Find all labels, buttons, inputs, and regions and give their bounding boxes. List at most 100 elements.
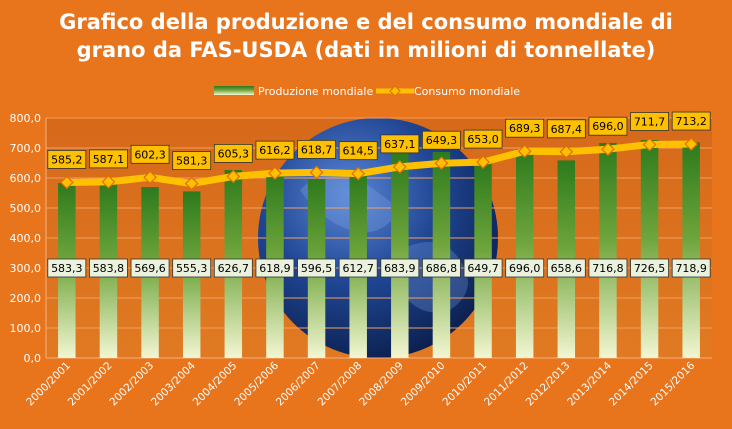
line-label-box (213, 144, 253, 163)
point-consumption (268, 166, 282, 180)
point-consumption (309, 165, 324, 180)
bar-production (599, 142, 617, 358)
line-label-box (89, 149, 128, 169)
line-data-label: 585,2 (51, 153, 83, 166)
y-tick-label: 200,0 (10, 292, 42, 305)
chart-title-line2: grano da FAS-USDA (dati in milioni di to… (76, 38, 656, 62)
line-data-label: 605,3 (218, 147, 250, 160)
line-data-label: 602,3 (134, 148, 166, 161)
bar-label-box (671, 258, 711, 278)
y-tick-label: 400,0 (10, 232, 42, 245)
point-consumption (642, 137, 657, 152)
bar-data-labels: 583,3 583,8 569,6 555,3 626,7 618,9 596,5 612,7… (47, 258, 711, 278)
bar-label-box (47, 258, 87, 278)
bar-label-box (463, 258, 503, 278)
y-tick-label: 700,0 (10, 142, 42, 155)
y-tick-label: 600,0 (10, 172, 42, 185)
line-label-box (422, 130, 461, 150)
bar-data-label: 569,6 (134, 262, 166, 275)
chart-title-line1: Grafico della produzione e del consumo m… (59, 10, 673, 34)
y-tick-label: 500,0 (10, 202, 42, 215)
bar-label-box (546, 258, 586, 278)
point-consumption (476, 155, 490, 169)
point-consumption (392, 160, 407, 174)
line-label-box (380, 134, 420, 154)
point-consumption (434, 156, 449, 171)
point-consumption (143, 170, 157, 185)
legend-label-consumption: Consumo mondiale (414, 85, 520, 98)
x-tick-label: 2015/2016 (649, 359, 698, 408)
consumption-line (63, 140, 695, 188)
legend-marker-consumption (389, 85, 401, 97)
bar-data-label: 555,3 (176, 262, 208, 275)
line-data-label: 618,7 (301, 143, 333, 156)
point-consumption (101, 175, 116, 189)
point-consumption (351, 166, 366, 181)
bar-data-label: 649,7 (467, 262, 499, 275)
line-label-box (463, 129, 503, 149)
line-data-label: 614,5 (342, 145, 374, 158)
line-data-label: 689,3 (509, 122, 541, 135)
bar-data-label: 696,0 (509, 262, 541, 275)
bar-data-label: 686,8 (426, 262, 458, 275)
bar-data-label: 726,5 (634, 262, 666, 275)
bar-label-box (130, 258, 170, 278)
line-data-label: 713,2 (675, 115, 707, 128)
bar-data-label: 583,3 (51, 262, 83, 275)
bar-label-box (297, 258, 336, 278)
y-tick-label: 300,0 (10, 262, 42, 275)
bar-label-box (422, 258, 461, 278)
bar-production (515, 149, 534, 358)
line-label-box (505, 118, 545, 138)
legend: Produzione mondiale Consumo mondiale (214, 85, 520, 98)
bar-data-label: 612,7 (342, 262, 374, 275)
point-consumption (184, 176, 199, 191)
point-consumption (59, 175, 74, 190)
line-label-box (172, 151, 212, 171)
line-data-labels: 585,2 587,1 602,3 581,3 605,3 616,2 618,7 614,5… (47, 111, 711, 171)
line-data-label: 587,1 (93, 153, 125, 166)
bar-label-box (338, 258, 378, 278)
line-label-box (546, 119, 586, 139)
y-tick-label: 800,0 (10, 112, 42, 125)
line-data-label: 687,4 (551, 123, 583, 136)
line-label-box (630, 112, 669, 131)
line-consumption (59, 137, 699, 191)
y-tick-label: 0,0 (24, 352, 42, 365)
bar-label-box (630, 258, 669, 278)
line-label-box (588, 116, 628, 136)
line-data-label: 696,0 (592, 120, 624, 133)
bar-data-label: 618,9 (259, 262, 291, 275)
bar-production (640, 140, 659, 358)
line-label-box (671, 111, 711, 131)
line-label-box (47, 150, 87, 169)
bar-label-box (213, 258, 253, 278)
point-consumption (684, 137, 699, 151)
bar-data-label: 683,9 (384, 262, 416, 275)
legend-label-production: Produzione mondiale (258, 85, 373, 98)
chart-title: Grafico della produzione e del consumo m… (0, 8, 732, 64)
y-tick-label: 100,0 (10, 322, 42, 335)
bar-data-label: 658,6 (551, 262, 583, 275)
bar-data-label: 596,5 (301, 262, 333, 275)
line-label-box (255, 140, 295, 160)
bar-label-box (505, 258, 545, 278)
bar-production (682, 142, 700, 358)
bar-data-label: 583,8 (93, 262, 125, 275)
bar-data-label: 718,9 (675, 262, 707, 275)
bar-production (391, 152, 409, 358)
line-data-label: 637,1 (384, 138, 416, 151)
point-consumption (559, 144, 574, 159)
line-label-box (297, 139, 336, 159)
line-data-label: 581,3 (176, 155, 208, 168)
line-data-label: 711,7 (634, 115, 666, 128)
bar-data-label: 626,7 (218, 262, 250, 275)
legend-swatch-production (214, 86, 254, 95)
point-consumption (601, 142, 615, 157)
line-data-label: 649,3 (426, 134, 458, 147)
bar-label-box (380, 258, 420, 278)
bar-label-box (588, 258, 628, 278)
line-data-label: 653,0 (467, 133, 499, 146)
